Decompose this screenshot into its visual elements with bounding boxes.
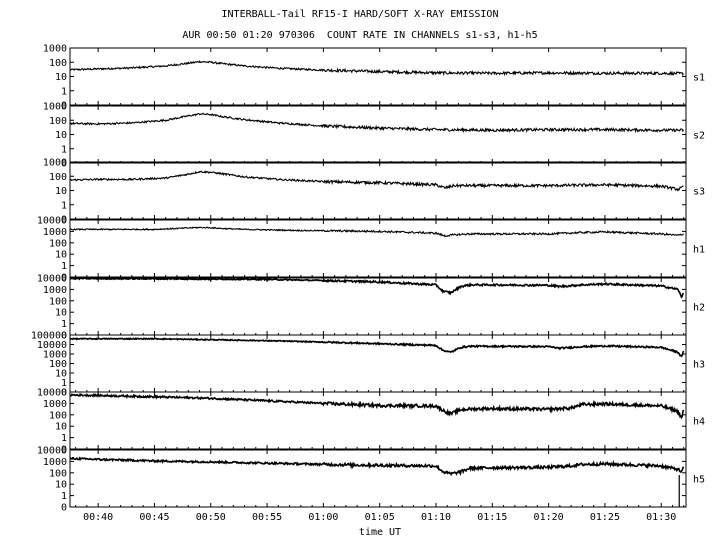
series-line-h3 (69, 337, 685, 358)
x-tick-label: 01:00 (308, 512, 338, 523)
y-tick-label-h5: 1 (61, 491, 67, 502)
series-label-s1: s1 (693, 73, 705, 84)
x-tick-label: 01:05 (365, 512, 395, 523)
y-tick-label-h2: 0 (61, 331, 67, 342)
y-tick-label-h2: 10 (55, 308, 67, 319)
chart-subtitle: AUR 00:50 01:20 970306 COUNT RATE IN CHA… (182, 30, 538, 41)
y-tick-label-s2: 1000 (43, 102, 67, 113)
x-axis-label: time UT (358, 527, 402, 538)
y-tick-label-h3: 1000 (43, 350, 67, 361)
series-line-h4 (69, 392, 685, 420)
y-tick-label-h1: 100 (49, 238, 67, 249)
series-line-s3 (69, 170, 684, 192)
x-tick-label: 01:15 (477, 512, 507, 523)
series-line-h2 (69, 276, 685, 299)
y-tick-label-h3: 10 (55, 369, 67, 380)
y-tick-label-s3: 1 (61, 200, 67, 211)
y-tick-label-h2: 1000 (43, 285, 67, 296)
y-tick-label-h4: 10 (55, 422, 67, 433)
y-tick-label-h3: 0 (61, 388, 67, 399)
y-tick-label-h4: 10000 (37, 388, 67, 399)
y-tick-label-h4: 1000 (43, 399, 67, 410)
y-tick-label-h4: 100 (49, 410, 67, 421)
y-tick-label-h5: 100 (49, 468, 67, 479)
y-tick-label-s2: 10 (55, 130, 67, 141)
x-tick-label: 01:20 (534, 512, 564, 523)
panel-frame-s3 (69, 161, 687, 220)
series-label-h1: h1 (693, 245, 705, 256)
y-tick-label-s3: 10 (55, 186, 67, 197)
y-tick-label-h3: 100 (49, 359, 67, 370)
y-tick-label-h5: 0 (61, 503, 67, 514)
y-tick-label-s2: 100 (49, 116, 67, 127)
series-line-s1 (69, 60, 684, 77)
panel-frame-h4 (69, 391, 687, 450)
y-tick-label-h2: 10000 (37, 274, 67, 285)
x-tick-label: 00:40 (83, 512, 113, 523)
y-tick-label-h3: 100000 (31, 331, 67, 342)
panel-frame-s1 (69, 47, 687, 106)
y-tick-label-h4: 0 (61, 445, 67, 456)
y-tick-label-h2: 1 (61, 319, 67, 330)
series-label-h2: h2 (693, 303, 705, 314)
y-tick-label-h2: 100 (49, 296, 67, 307)
x-tick-label: 00:50 (196, 512, 226, 523)
y-tick-label-h1: 10000 (37, 216, 67, 227)
y-tick-label-s3: 1000 (43, 158, 67, 169)
y-tick-label-s2: 1 (61, 144, 67, 155)
series-line-h1 (69, 226, 684, 238)
y-tick-label-s3: 0 (61, 215, 67, 226)
y-tick-label-h1: 0 (61, 273, 67, 284)
panel-frame-h2 (69, 277, 687, 336)
chart-title: INTERBALL-Tail RF15-I HARD/SOFT X-RAY EM… (221, 9, 499, 20)
panel-frame-h5 (69, 449, 687, 508)
y-tick-label-h5: 10 (55, 480, 67, 491)
series-label-s2: s2 (693, 131, 705, 142)
y-tick-label-h1: 1 (61, 261, 67, 272)
panel-frame-s2 (69, 105, 687, 164)
series-label-h5: h5 (693, 475, 705, 486)
y-tick-label-h5: 1000 (43, 457, 67, 468)
series-line-s2 (69, 112, 684, 134)
y-tick-label-s3: 100 (49, 172, 67, 183)
y-tick-label-h1: 10 (55, 250, 67, 261)
y-tick-label-s1: 0 (61, 101, 67, 112)
x-tick-label: 00:45 (139, 512, 169, 523)
x-tick-label: 01:25 (590, 512, 620, 523)
y-tick-label-h1: 1000 (43, 227, 67, 238)
x-tick-label: 01:10 (421, 512, 451, 523)
y-tick-label-h3: 10000 (37, 340, 67, 351)
y-tick-label-s1: 100 (49, 58, 67, 69)
series-line-h5 (69, 456, 685, 477)
y-tick-label-h5: 10000 (37, 446, 67, 457)
y-tick-label-h4: 1 (61, 433, 67, 444)
y-tick-label-s1: 1 (61, 86, 67, 97)
x-tick-label: 00:55 (252, 512, 282, 523)
x-tick-label: 01:30 (646, 512, 676, 523)
panel-frame-h1 (69, 219, 687, 278)
y-tick-label-s1: 1000 (43, 44, 67, 55)
y-tick-label-s1: 10 (55, 72, 67, 83)
series-label-h4: h4 (693, 417, 705, 428)
series-label-h3: h3 (693, 360, 705, 371)
y-tick-label-s2: 0 (61, 159, 67, 170)
y-tick-label-h3: 1 (61, 378, 67, 389)
series-label-s3: s3 (693, 187, 705, 198)
